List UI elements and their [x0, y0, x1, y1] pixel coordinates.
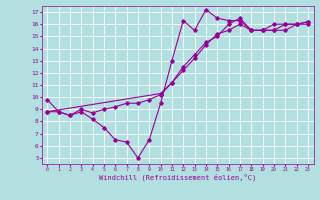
X-axis label: Windchill (Refroidissement éolien,°C): Windchill (Refroidissement éolien,°C): [99, 173, 256, 181]
